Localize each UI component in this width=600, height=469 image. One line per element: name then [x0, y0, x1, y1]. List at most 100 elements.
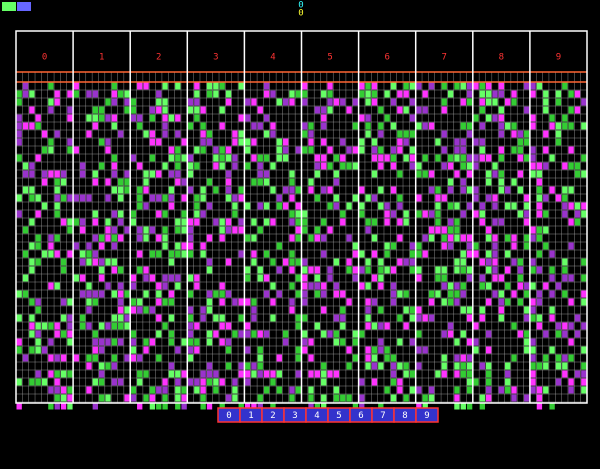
cell — [371, 98, 378, 106]
cell — [409, 258, 416, 266]
cell — [225, 186, 232, 194]
cell — [581, 378, 587, 386]
cell — [498, 106, 505, 114]
button-label[interactable]: 5 — [336, 411, 341, 421]
cell — [282, 98, 289, 106]
button-label[interactable]: 4 — [314, 411, 319, 421]
cell — [466, 370, 473, 378]
cell — [16, 402, 22, 410]
cell — [422, 314, 428, 322]
cell — [105, 322, 111, 330]
cell — [555, 322, 562, 330]
cell — [321, 306, 327, 314]
cell — [111, 162, 118, 170]
cell — [282, 138, 289, 146]
cell — [530, 362, 536, 370]
cell — [41, 346, 48, 354]
cell — [492, 114, 498, 122]
cell — [568, 186, 574, 194]
cell — [111, 114, 118, 122]
cell — [67, 386, 73, 394]
cell — [492, 98, 498, 106]
cell — [327, 98, 333, 106]
cell — [371, 170, 378, 178]
cell — [327, 226, 333, 234]
cell — [371, 218, 378, 226]
button-label[interactable]: 9 — [424, 411, 429, 421]
cell — [213, 370, 219, 378]
cell — [346, 298, 352, 306]
button-label[interactable]: 0 — [226, 411, 231, 421]
cell — [73, 242, 79, 250]
cell — [251, 298, 257, 306]
cell — [390, 362, 397, 370]
cell — [371, 250, 378, 258]
button-label[interactable]: 7 — [380, 411, 385, 421]
cell — [263, 114, 270, 122]
cell — [251, 362, 257, 370]
cell — [574, 330, 581, 338]
cell — [321, 138, 327, 146]
button-label[interactable]: 8 — [402, 411, 407, 421]
cell — [441, 226, 447, 234]
cell — [314, 266, 321, 274]
cell — [441, 330, 447, 338]
cell — [536, 250, 543, 258]
cell — [29, 106, 35, 114]
cell — [321, 330, 327, 338]
cell — [403, 210, 409, 218]
cell — [257, 106, 263, 114]
cell — [137, 162, 143, 170]
cell — [22, 274, 29, 282]
cell — [447, 178, 454, 186]
cell — [105, 282, 111, 290]
cell — [105, 98, 111, 106]
cell — [562, 122, 568, 130]
cell — [562, 370, 568, 378]
cell — [562, 114, 568, 122]
cell — [352, 274, 359, 282]
cell — [289, 234, 295, 242]
cell — [302, 274, 308, 282]
cell — [54, 282, 60, 290]
number-button[interactable] — [415, 407, 439, 423]
cell — [422, 394, 428, 402]
cell — [352, 146, 359, 154]
cell — [289, 298, 295, 306]
cell — [156, 354, 162, 362]
cell — [581, 170, 587, 178]
button-label[interactable]: 3 — [292, 411, 297, 421]
cell — [175, 370, 181, 378]
cell — [194, 218, 200, 226]
cell — [517, 186, 524, 194]
cell — [397, 338, 403, 346]
cell — [397, 218, 403, 226]
cell — [194, 274, 200, 282]
cell — [543, 354, 549, 362]
button-label[interactable]: 6 — [358, 411, 363, 421]
cell — [473, 322, 479, 330]
cell — [365, 322, 371, 330]
cell — [562, 162, 568, 170]
cell — [460, 186, 466, 194]
cell — [390, 210, 397, 218]
cell — [200, 370, 206, 378]
button-label[interactable]: 2 — [270, 411, 275, 421]
cell — [168, 290, 175, 298]
cell — [29, 122, 35, 130]
cell — [346, 106, 352, 114]
cell — [181, 226, 187, 234]
cell — [35, 122, 41, 130]
cell — [143, 394, 149, 402]
cell — [200, 106, 206, 114]
cell — [98, 234, 105, 242]
cell — [244, 114, 251, 122]
cell — [295, 314, 301, 322]
cell — [225, 290, 232, 298]
cell — [168, 274, 175, 282]
cell — [530, 306, 536, 314]
cell — [416, 346, 422, 354]
cell — [244, 234, 251, 242]
button-label[interactable]: 1 — [248, 411, 253, 421]
cell — [175, 178, 181, 186]
